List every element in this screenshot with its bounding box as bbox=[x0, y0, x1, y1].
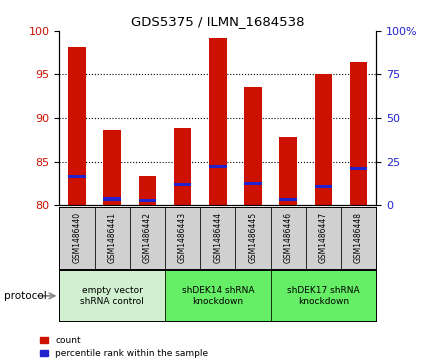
Bar bbox=[235, 207, 271, 269]
Bar bbox=[165, 207, 200, 269]
Bar bbox=[271, 207, 306, 269]
Bar bbox=[139, 199, 156, 202]
Text: GSM1486445: GSM1486445 bbox=[249, 212, 257, 263]
Bar bbox=[279, 198, 297, 201]
Bar bbox=[315, 74, 332, 205]
Bar bbox=[315, 185, 332, 188]
Bar bbox=[279, 137, 297, 205]
Bar bbox=[139, 176, 156, 205]
Bar bbox=[341, 207, 376, 269]
Bar bbox=[103, 130, 121, 205]
Bar bbox=[209, 38, 227, 205]
Bar bbox=[174, 183, 191, 186]
Bar bbox=[174, 129, 191, 205]
Bar bbox=[209, 165, 227, 168]
Bar bbox=[306, 207, 341, 269]
Bar bbox=[103, 197, 121, 200]
Bar bbox=[130, 207, 165, 269]
Text: GSM1486444: GSM1486444 bbox=[213, 212, 222, 263]
Bar bbox=[244, 87, 262, 205]
Bar bbox=[59, 207, 95, 269]
Text: protocol: protocol bbox=[4, 291, 47, 301]
Bar bbox=[95, 207, 130, 269]
Bar bbox=[68, 175, 86, 178]
Bar bbox=[271, 270, 376, 321]
Text: GSM1486447: GSM1486447 bbox=[319, 212, 328, 263]
Bar bbox=[350, 62, 367, 205]
Text: empty vector
shRNA control: empty vector shRNA control bbox=[80, 286, 144, 306]
Text: GSM1486440: GSM1486440 bbox=[73, 212, 81, 263]
Text: shDEK17 shRNA
knockdown: shDEK17 shRNA knockdown bbox=[287, 286, 360, 306]
Bar bbox=[59, 270, 165, 321]
Bar bbox=[165, 270, 271, 321]
Text: GSM1486446: GSM1486446 bbox=[284, 212, 293, 263]
Legend: count, percentile rank within the sample: count, percentile rank within the sample bbox=[40, 336, 208, 359]
Bar bbox=[244, 182, 262, 185]
Bar bbox=[200, 207, 235, 269]
Text: GSM1486441: GSM1486441 bbox=[108, 212, 117, 263]
Title: GDS5375 / ILMN_1684538: GDS5375 / ILMN_1684538 bbox=[131, 15, 304, 28]
Text: shDEK14 shRNA
knockdown: shDEK14 shRNA knockdown bbox=[182, 286, 254, 306]
Text: GSM1486448: GSM1486448 bbox=[354, 212, 363, 263]
Bar bbox=[68, 48, 86, 205]
Bar bbox=[350, 167, 367, 170]
Text: GSM1486443: GSM1486443 bbox=[178, 212, 187, 263]
Text: GSM1486442: GSM1486442 bbox=[143, 212, 152, 263]
